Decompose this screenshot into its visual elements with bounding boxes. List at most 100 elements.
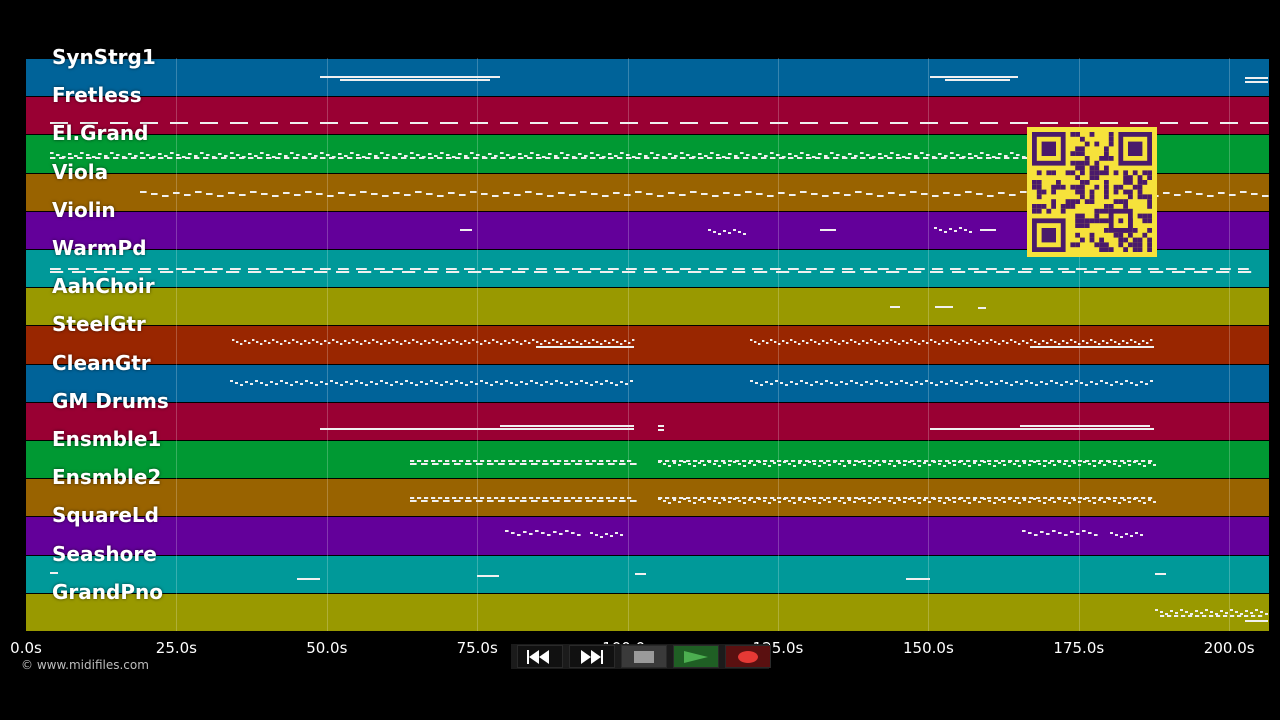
qr-module [1123,175,1128,180]
rewind-button[interactable] [517,645,563,668]
fast-forward-button[interactable] [569,645,615,668]
stop-button[interactable] [621,645,667,668]
qr-module [1142,232,1148,238]
qr-module [1089,199,1095,204]
qr-module [1137,247,1143,252]
qr-module [1080,189,1085,195]
qr-module [1089,175,1095,180]
qr-module [1118,242,1124,248]
time-tick-label: 75.0s [456,639,498,657]
track-lane [26,440,1269,479]
qr-module [1080,165,1085,171]
qr-module [1104,184,1109,190]
qr-module [1104,218,1109,224]
qr-module [1099,208,1104,214]
track-label: Viola [52,159,109,184]
track-label: GM Drums [52,388,169,413]
qr-module [1094,208,1100,214]
play-button[interactable] [673,645,719,668]
qr-module [1084,223,1090,228]
track-lane [26,58,1269,97]
qr-module [1147,199,1152,204]
qr-module [1094,141,1100,147]
track-lane [26,363,1269,402]
qr-module [1147,218,1152,224]
qr-module [1132,170,1138,176]
qr-module [1104,194,1109,200]
qr-module [1123,247,1128,252]
qr-module [1104,165,1109,171]
qr-module [1104,151,1109,156]
qr-module [1084,156,1090,161]
qr-module [1046,208,1052,214]
qr-module [1104,208,1109,214]
record-icon [738,650,758,663]
qr-module [1046,170,1052,176]
qr-module [1089,232,1095,238]
grid-line [627,58,629,631]
qr-module [1089,165,1095,171]
grid-line [928,58,930,631]
qr-module [1094,218,1100,224]
fast-forward-icon [581,649,603,664]
qr-module [1108,136,1114,142]
qr-module [1147,170,1152,176]
qr-module [1051,184,1056,190]
qr-module [1070,204,1076,209]
qr-module [1094,175,1100,180]
qr-module [1070,170,1076,176]
qr-module [1075,218,1080,224]
qr-module [1108,156,1114,161]
qr-module [1094,170,1100,176]
qr-module [1051,170,1056,176]
qr-module [1137,180,1143,185]
track-label: CleanGtr [52,350,151,375]
qr-module [1075,232,1080,238]
qr-module [1094,165,1100,171]
qr-module [1137,213,1143,219]
qr-module [1032,208,1037,214]
qr-module [1060,204,1066,209]
qr-module [1036,170,1042,176]
qr-module [1108,132,1114,137]
qr-module [1036,204,1042,209]
qr-module [1132,237,1138,243]
qr-module [1099,242,1104,248]
qr-module [1113,199,1119,204]
qr-module [1099,170,1104,176]
qr-module [1104,156,1109,161]
qr-module [1137,194,1143,200]
qr-module [1080,184,1085,190]
qr-code[interactable] [1027,127,1157,257]
track-lane [26,325,1269,364]
qr-module [1147,204,1152,209]
time-tick-label: 150.0s [903,639,954,657]
track-lane [26,554,1269,593]
qr-module [1075,165,1080,171]
qr-module [1132,242,1138,248]
qr-module [1041,228,1056,243]
qr-module [1128,180,1133,185]
qr-module [1036,208,1042,214]
qr-module [1113,189,1119,195]
qr-module [1147,247,1152,252]
transport-bar [511,644,771,669]
qr-module [1070,151,1076,156]
qr-code-image [1032,132,1152,252]
grid-line [1229,58,1231,631]
qr-module [1080,136,1085,142]
qr-module [1080,160,1085,166]
record-button[interactable] [725,645,771,668]
qr-module [1075,189,1080,195]
stop-icon [634,650,654,663]
time-tick-label: 200.0s [1203,639,1255,657]
track-label: Ensmble1 [52,427,162,451]
qr-module [1118,218,1124,224]
qr-module [1142,213,1148,219]
qr-module [1075,160,1080,166]
time-tick-label: 175.0s [1053,639,1105,657]
qr-module [1137,175,1143,180]
qr-module [1094,160,1100,166]
qr-module [1142,170,1148,176]
qr-module [1032,180,1037,185]
